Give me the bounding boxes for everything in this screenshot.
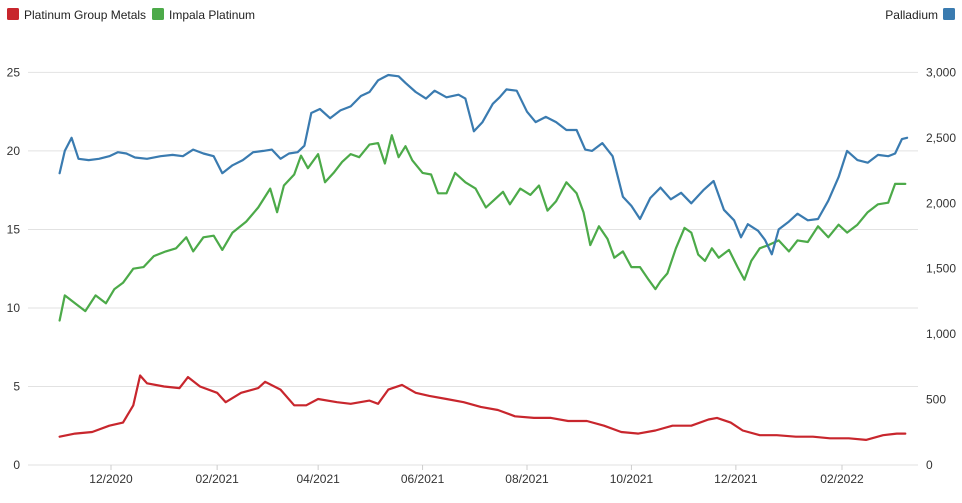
x-tick-label: 06/2021 — [401, 472, 445, 486]
legend: Platinum Group Metals Impala Platinum Pa… — [7, 8, 955, 22]
y-right-tick-label: 2,000 — [926, 196, 956, 210]
legend-label-platinum-group-metals[interactable]: Platinum Group Metals — [24, 8, 146, 22]
x-tick-label: 12/2021 — [714, 472, 758, 486]
y-right-tick-label: 0 — [926, 458, 933, 472]
x-tick-label: 10/2021 — [610, 472, 654, 486]
y-right-tick-label: 1,000 — [926, 327, 956, 341]
legend-label-impala-platinum[interactable]: Impala Platinum — [169, 8, 255, 22]
legend-label-palladium[interactable]: Palladium — [885, 8, 938, 22]
x-tick-label: 04/2021 — [296, 472, 340, 486]
y-left-tick-label: 25 — [7, 65, 21, 79]
axis-layer: 0 5 10 15 20 25 0 500 1,000 1,500 2,000 2,500 3,000 1… — [7, 65, 957, 486]
legend-swatch-platinum-group-metals[interactable] — [7, 8, 19, 20]
y-left-tick-label: 5 — [13, 379, 20, 393]
legend-swatch-palladium[interactable] — [943, 8, 955, 20]
grid-layer — [28, 71, 918, 466]
y-right-tick-label: 1,500 — [926, 262, 956, 276]
x-tick-label: 12/2020 — [89, 472, 133, 486]
x-tick-label: 02/2021 — [195, 472, 239, 486]
y-left-tick-label: 15 — [7, 222, 21, 236]
x-tick-label: 02/2022 — [820, 472, 864, 486]
y-right-tick-label: 3,000 — [926, 65, 956, 79]
y-right-tick-label: 500 — [926, 393, 946, 407]
x-tick-label: 08/2021 — [505, 472, 549, 486]
series-line-platinum-group-metals[interactable] — [58, 374, 907, 441]
y-left-tick-label: 0 — [13, 458, 20, 472]
y-left-tick-label: 10 — [7, 301, 21, 315]
series-layer — [58, 73, 909, 441]
y-left-tick-label: 20 — [7, 144, 21, 158]
series-line-impala-platinum[interactable] — [58, 134, 907, 322]
y-right-tick-label: 2,500 — [926, 131, 956, 145]
series-line-palladium[interactable] — [58, 73, 909, 256]
legend-swatch-impala-platinum[interactable] — [152, 8, 164, 20]
